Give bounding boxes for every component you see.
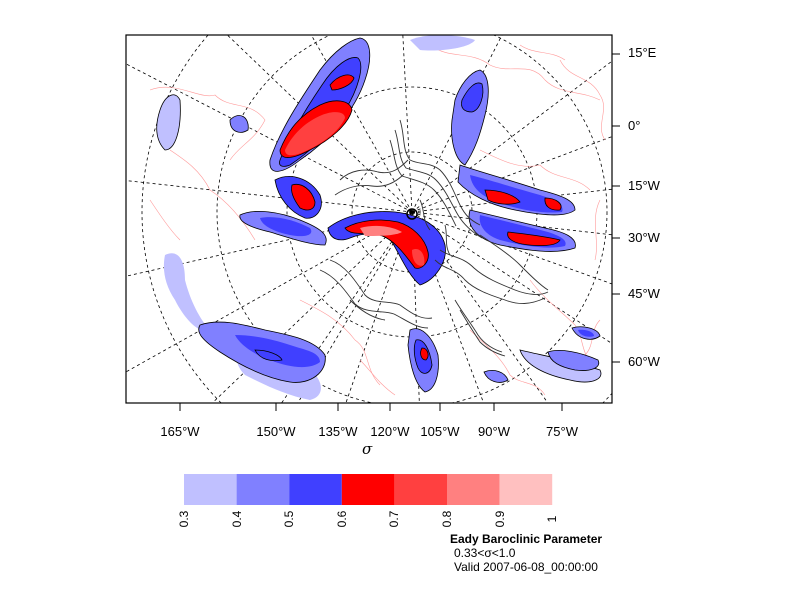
colorbar-bin-2 <box>236 474 290 505</box>
pole-marker <box>406 208 418 220</box>
colorbar-label-3: 0.6 <box>334 510 349 528</box>
bottom-label-150w: 150°W <box>256 424 296 439</box>
colorbar-bin-4 <box>341 474 395 505</box>
bottom-label-75w: 75°W <box>546 424 578 439</box>
colorbar-bin-1 <box>184 474 237 505</box>
colorbar-label-2: 0.5 <box>282 510 297 528</box>
bottom-label-165w: 165°W <box>160 424 200 439</box>
colorbar-bin-3 <box>289 474 342 505</box>
colorbar-label-1: 0.4 <box>229 510 244 528</box>
bottom-label-120w: 120°W <box>370 424 410 439</box>
valid-time: Valid 2007-06-08_00:00:00 <box>454 560 598 574</box>
bottom-label-90w: 90°W <box>478 424 510 439</box>
bottom-label-135w: 135°W <box>318 424 358 439</box>
map-frame <box>125 34 613 404</box>
right-label-15w: 15°W <box>628 178 660 193</box>
title-block: Eady Baroclinic Parameter 0.33<σ<1.0 Val… <box>450 532 602 574</box>
colorbar <box>184 474 553 505</box>
colorbar-label-0: 0.3 <box>177 510 191 528</box>
colorbar-label-6: 0.9 <box>492 510 507 528</box>
colorbar-label-7: 1 <box>545 515 560 523</box>
right-label-45w: 45°W <box>628 286 660 301</box>
colorbar-bin-7 <box>499 474 553 505</box>
x-axis-symbol: σ <box>362 440 373 458</box>
right-ticks <box>612 53 620 363</box>
field-title: Eady Baroclinic Parameter <box>450 532 603 546</box>
eady-fields <box>156 35 602 400</box>
colorbar-bin-5 <box>394 474 447 505</box>
colorbar-label-4: 0.7 <box>387 510 402 528</box>
bottom-ticks <box>179 403 563 411</box>
colorbar-bin-6 <box>447 474 500 505</box>
bottom-label-105w: 105°W <box>420 424 460 439</box>
map-area <box>126 35 612 403</box>
right-label-30w: 30°W <box>628 230 660 245</box>
level-range: 0.33<σ<1.0 <box>454 546 516 560</box>
right-label-15e: 15°E <box>628 45 657 60</box>
terrain-contours <box>319 119 549 357</box>
right-label-0: 0° <box>628 118 641 133</box>
colorbar-label-5: 0.8 <box>440 510 454 528</box>
right-label-60w: 60°W <box>628 354 660 369</box>
